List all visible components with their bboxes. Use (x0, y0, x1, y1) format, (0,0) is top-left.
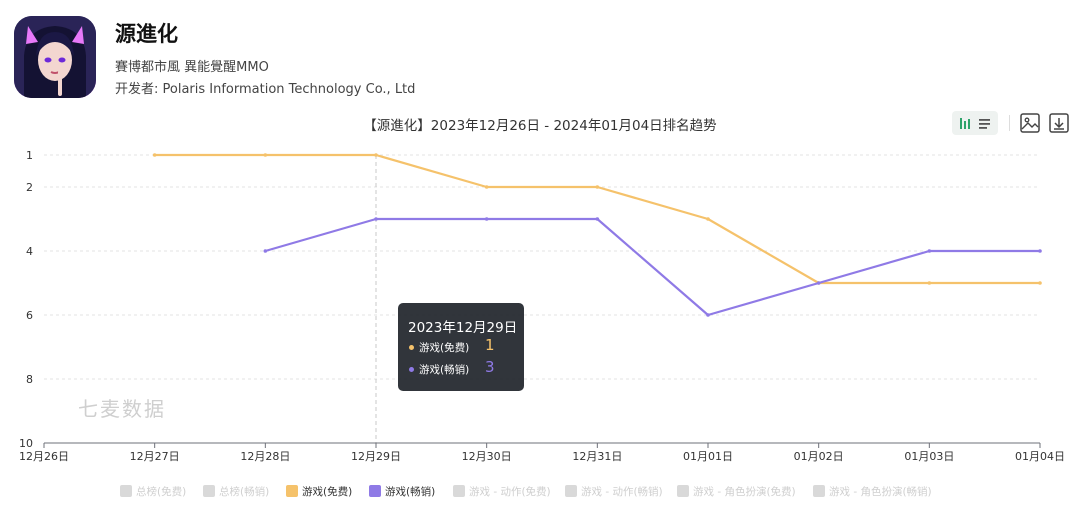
legend-label: 游戏(畅销) (385, 486, 436, 498)
legend-item[interactable]: 总榜(免费) (120, 484, 186, 499)
legend-item[interactable]: 游戏(畅销) (369, 484, 435, 499)
legend-item[interactable]: 游戏(免费) (286, 484, 352, 499)
x-tick-label: 12月31日 (572, 450, 622, 463)
toolbar-divider (1009, 115, 1010, 131)
y-tick-label: 1 (26, 149, 33, 162)
x-tick-label: 12月26日 (19, 450, 69, 463)
data-point[interactable] (484, 185, 489, 189)
chart-legend: 总榜(免费) 总榜(畅销) 游戏(免费) 游戏(畅销) 游戏 - 动作(免费) … (0, 484, 1080, 500)
data-point[interactable] (595, 185, 600, 189)
tooltip-label-grossing: 游戏(畅销) (419, 364, 470, 376)
y-tick-label: 4 (26, 245, 33, 258)
bar-list-toggle-icon[interactable] (952, 111, 998, 135)
data-point[interactable] (484, 217, 489, 221)
app-developer: 开发者: Polaris Information Technology Co.,… (115, 82, 416, 97)
watermark: 七麦数据 (78, 397, 166, 421)
legend-swatch (453, 485, 465, 497)
legend-label: 总榜(畅销) (219, 486, 270, 498)
y-tick-label: 8 (26, 373, 33, 386)
data-point[interactable] (706, 313, 710, 317)
legend-item[interactable]: 游戏 - 动作(免费) (453, 484, 551, 499)
app-avatar-icon (14, 16, 96, 98)
grid-lines (44, 154, 1040, 443)
tooltip-value-grossing: 3 (485, 358, 495, 376)
data-point[interactable] (1038, 249, 1042, 253)
tooltip-dot-grossing (409, 366, 414, 372)
tooltip-date: 2023年12月29日 (408, 320, 518, 336)
series-lines (152, 153, 1042, 317)
y-tick-label: 10 (19, 437, 33, 450)
legend-label: 游戏 - 角色扮演(畅销) (829, 486, 932, 498)
tooltip-value-free: 1 (485, 336, 495, 354)
legend-item[interactable]: 游戏 - 角色扮演(免费) (677, 484, 796, 499)
data-point[interactable] (374, 153, 378, 157)
legend-item[interactable]: 游戏 - 动作(畅销) (565, 484, 663, 499)
tooltip-dot-free (409, 344, 414, 350)
chart-title: 【源進化】2023年12月26日 - 2024年01月04日排名趋势 (363, 118, 717, 134)
legend-swatch (286, 485, 298, 497)
data-point[interactable] (263, 249, 268, 253)
tooltip-row-free: 游戏(免费) 1 (409, 336, 495, 355)
legend-swatch (813, 485, 825, 497)
legend-label: 游戏 - 角色扮演(免费) (693, 486, 796, 498)
image-export-icon[interactable] (1018, 111, 1042, 135)
x-tick-label: 12月28日 (240, 450, 290, 463)
x-tick-label: 12月30日 (462, 450, 512, 463)
data-point[interactable] (927, 281, 932, 285)
app-tags: 賽博都市風 異能覺醒MMO (115, 60, 269, 75)
legend-swatch (120, 485, 132, 497)
legend-item[interactable]: 游戏 - 角色扮演(畅销) (813, 484, 932, 499)
series-line-1 (265, 217, 1040, 317)
legend-label: 游戏 - 动作(免费) (469, 486, 551, 498)
legend-label: 游戏 - 动作(畅销) (581, 486, 663, 498)
data-point[interactable] (263, 153, 268, 157)
legend-label: 游戏(免费) (302, 486, 353, 498)
data-point[interactable] (706, 217, 710, 221)
x-tick-label: 01月02日 (794, 450, 844, 463)
chart-tooltip: 2023年12月29日 (398, 303, 524, 391)
download-icon[interactable] (1047, 111, 1071, 135)
tooltip-label-free: 游戏(免费) (419, 342, 470, 354)
y-tick-label: 2 (26, 181, 33, 194)
x-tick-label: 01月03日 (904, 450, 954, 463)
legend-swatch (369, 485, 381, 497)
y-tick-label: 6 (26, 309, 33, 322)
x-tick-label: 12月27日 (130, 450, 180, 463)
tooltip-row-grossing: 游戏(畅销) 3 (409, 358, 495, 377)
legend-item[interactable]: 总榜(畅销) (203, 484, 269, 499)
data-point[interactable] (927, 249, 932, 253)
app-header: 源進化 賽博都市風 異能覺醒MMO 开发者: Polaris Informati… (14, 14, 1054, 104)
data-point[interactable] (595, 217, 600, 221)
legend-swatch (203, 485, 215, 497)
data-point[interactable] (816, 281, 821, 285)
x-tick-label: 01月04日 (1015, 450, 1065, 463)
x-tick-label: 01月01日 (683, 450, 733, 463)
data-point[interactable] (1038, 281, 1042, 285)
legend-label: 总榜(免费) (136, 486, 187, 498)
legend-swatch (565, 485, 577, 497)
data-point[interactable] (374, 217, 378, 221)
data-point[interactable] (152, 153, 157, 157)
app-title: 源進化 (115, 22, 178, 46)
legend-swatch (677, 485, 689, 497)
x-tick-label: 12月29日 (351, 450, 401, 463)
